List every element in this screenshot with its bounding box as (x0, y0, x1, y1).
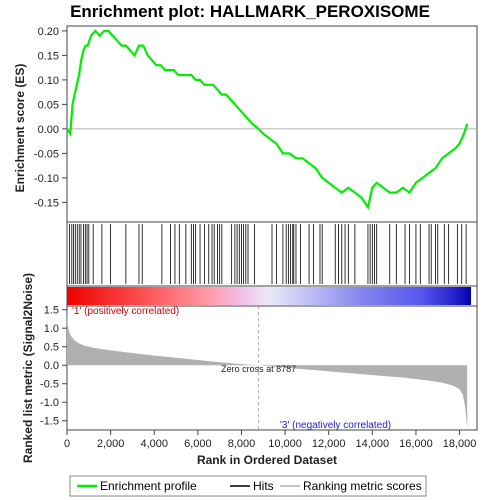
es-y-tick-label: 0.00 (38, 124, 59, 136)
metric-y-tick-label: -1.0 (40, 397, 59, 409)
metric-y-tick-label: -0.5 (40, 379, 59, 391)
metric-y-axis: -1.5 -1.0 -0.5 0.0 0.5 1.0 1.5 (40, 305, 67, 428)
zero-cross-label: Zero cross at 8787 (221, 364, 296, 374)
x-tick-label: 18,000 (443, 438, 477, 450)
es-y-tick-label: -0.10 (34, 173, 59, 185)
es-y-axis: -0.15 -0.10 -0.05 0.00 0.05 0.10 0.15 0.20 (34, 26, 67, 209)
x-tick-label: 14,000 (355, 438, 389, 450)
ranking-metric-area (67, 309, 468, 429)
metric-y-tick-label: 1.0 (44, 323, 59, 335)
x-tick-label: 16,000 (399, 438, 433, 450)
es-y-tick-label: 0.10 (38, 75, 59, 87)
legend-enrichment-label: Enrichment profile (100, 479, 197, 493)
es-y-tick-label: -0.15 (34, 197, 59, 209)
metric-y-axis-label: Ranked list metric (Signal2Noise) (21, 273, 35, 463)
legend-hits-label: Hits (253, 479, 274, 493)
positive-correlated-label: '1' (positively correlated) (72, 306, 179, 317)
x-tick-label: 12,000 (312, 438, 346, 450)
x-tick-label: 8,000 (228, 438, 256, 450)
metric-y-tick-label: 0.5 (44, 342, 59, 354)
enrichment-profile-line (66, 29, 469, 211)
metric-y-tick-label: 1.5 (44, 305, 59, 317)
es-y-tick-label: 0.05 (38, 99, 59, 111)
negative-correlated-label: '3' (negatively correlated) (280, 420, 391, 431)
legend-metric-label: Ranking metric scores (303, 479, 422, 493)
chart-title: Enrichment plot: HALLMARK_PEROXISOME (70, 2, 430, 21)
x-tick-label: 6,000 (184, 438, 212, 450)
es-y-tick-label: 0.20 (38, 26, 59, 38)
x-tick-label: 4,000 (140, 438, 168, 450)
es-y-tick-label: -0.05 (34, 148, 59, 160)
hits-markers (69, 224, 467, 284)
es-y-axis-label: Enrichment score (ES) (13, 64, 27, 193)
x-tick-label: 10,000 (268, 438, 302, 450)
metric-y-tick-label: 0.0 (44, 360, 59, 372)
metric-y-tick-label: -1.5 (40, 416, 59, 428)
rank-color-band (67, 287, 471, 305)
x-axis: 0 2,000 4,000 6,000 8,000 10,000 12,000 14,000 1… (64, 430, 476, 450)
es-panel-frame (66, 25, 478, 223)
x-tick-label: 0 (64, 438, 70, 450)
es-y-tick-label: 0.15 (38, 50, 59, 62)
x-axis-label: Rank in Ordered Dataset (197, 453, 337, 467)
x-tick-label: 2,000 (97, 438, 125, 450)
